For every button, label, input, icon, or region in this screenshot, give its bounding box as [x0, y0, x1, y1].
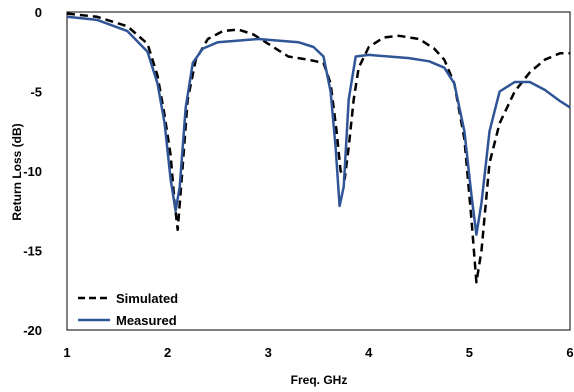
series-line-simulated: [66, 12, 570, 284]
y-tick-label: -15: [23, 244, 42, 259]
x-tick-label: 5: [466, 345, 473, 360]
legend: Simulated Measured: [78, 291, 178, 328]
y-tick-label: -10: [23, 164, 42, 179]
y-axis-title: Return Loss (dB): [10, 123, 24, 220]
y-tick-label: -5: [30, 85, 42, 100]
x-tick-label: 1: [63, 345, 70, 360]
legend-simulated-label: Simulated: [116, 291, 178, 306]
y-tick-label: -20: [23, 323, 42, 338]
y-tick-label: 0: [35, 5, 42, 20]
plot-area: [66, 11, 571, 331]
x-tick-label: 6: [566, 345, 573, 360]
series-line-measured: [66, 15, 571, 236]
x-tick-label: 2: [164, 345, 171, 360]
legend-measured-label: Measured: [116, 313, 177, 328]
x-tick-label: 3: [265, 345, 272, 360]
x-tick-label: 4: [365, 345, 373, 360]
x-axis-title: Freq. GHz: [291, 373, 348, 387]
